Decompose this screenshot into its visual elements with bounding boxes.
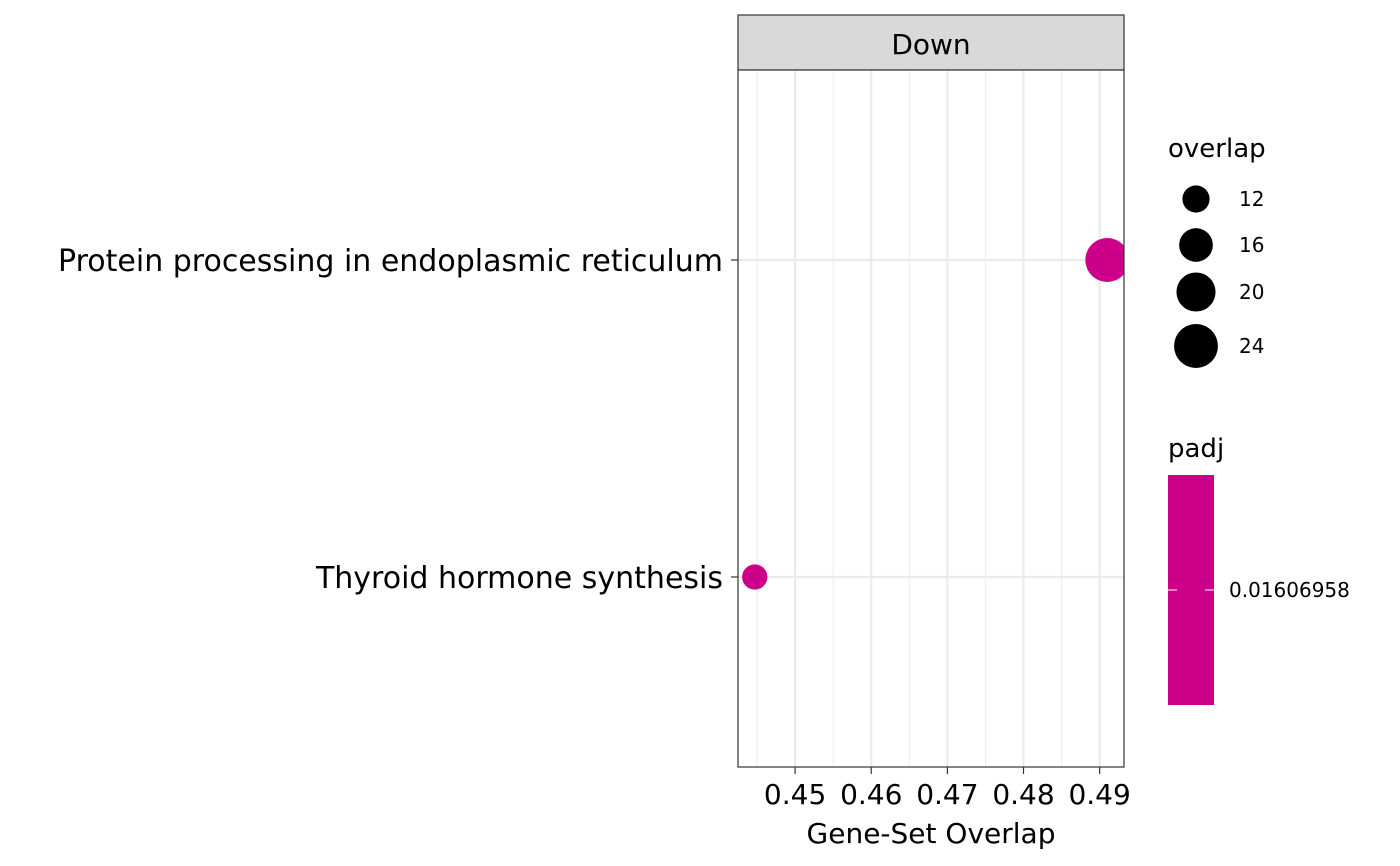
size-legend-key bbox=[1179, 228, 1213, 262]
data-point bbox=[742, 564, 768, 590]
facet-label: Down bbox=[891, 28, 970, 61]
size-legend: 12 16 20 24 bbox=[1174, 185, 1264, 368]
x-tick-label: 0.46 bbox=[840, 778, 902, 811]
size-legend-label: 16 bbox=[1239, 233, 1264, 257]
x-tick-label: 0.49 bbox=[1068, 778, 1130, 811]
x-tick-label: 0.45 bbox=[764, 778, 826, 811]
data-points bbox=[742, 238, 1124, 590]
size-legend-label: 12 bbox=[1239, 187, 1264, 211]
y-tick-label: Thyroid hormone synthesis bbox=[315, 561, 723, 596]
size-legend-key bbox=[1174, 324, 1218, 368]
size-legend-label: 20 bbox=[1239, 280, 1264, 304]
plot-border bbox=[737, 69, 1125, 768]
size-legend-title: overlap bbox=[1168, 134, 1266, 164]
y-tick-label: Protein processing in endoplasmic reticu… bbox=[58, 244, 723, 279]
x-tick-label: 0.48 bbox=[992, 778, 1054, 811]
size-legend-key bbox=[1176, 272, 1216, 312]
x-axis: 0.45 0.46 0.47 0.48 0.49 bbox=[764, 767, 1131, 811]
color-legend-label: 0.01606958 bbox=[1229, 578, 1350, 602]
x-tick-label: 0.47 bbox=[916, 778, 978, 811]
plot-panel bbox=[738, 70, 1124, 767]
data-point bbox=[1085, 238, 1124, 282]
facet-strip bbox=[737, 14, 1125, 71]
x-axis-title: Gene-Set Overlap bbox=[807, 817, 1056, 850]
y-axis: Protein processing in endoplasmic reticu… bbox=[58, 244, 738, 596]
size-legend-key bbox=[1182, 185, 1210, 213]
color-legend-title: padj bbox=[1168, 434, 1224, 464]
grid bbox=[738, 70, 1124, 767]
size-legend-label: 24 bbox=[1239, 334, 1264, 358]
